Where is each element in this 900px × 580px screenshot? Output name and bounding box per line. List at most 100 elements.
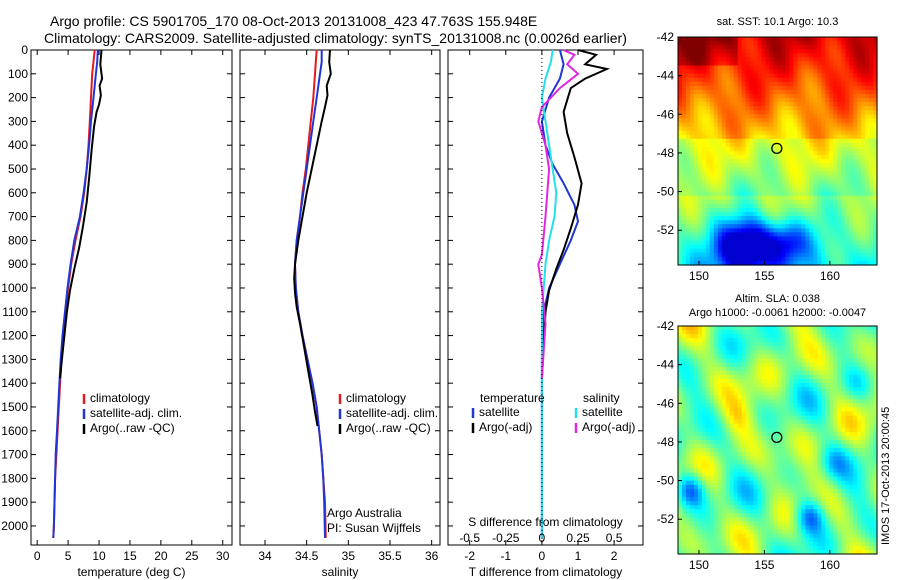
map-cell xyxy=(865,159,870,164)
map-cell xyxy=(825,65,830,71)
map-cell xyxy=(721,419,727,425)
map-cell xyxy=(825,134,830,140)
map-cell xyxy=(761,163,767,168)
map-cell xyxy=(801,224,806,229)
map-cell xyxy=(841,448,846,453)
map-cell xyxy=(833,151,838,156)
map-cell xyxy=(773,342,779,347)
map-cell xyxy=(741,366,747,372)
map-cell xyxy=(686,110,691,115)
map-cell xyxy=(753,260,759,266)
map-cell xyxy=(817,57,822,63)
map-cell xyxy=(785,399,791,404)
map-cell xyxy=(741,155,747,160)
map-cell xyxy=(717,452,723,457)
map-cell xyxy=(817,460,822,466)
map-cell xyxy=(721,224,727,229)
map-cell xyxy=(753,114,759,120)
map-cell xyxy=(721,240,727,246)
map-cell xyxy=(869,423,874,429)
map-cell xyxy=(841,232,846,238)
map-cell xyxy=(833,37,838,42)
map-cell xyxy=(689,456,695,461)
map-cell xyxy=(729,383,735,388)
map-cell xyxy=(693,358,699,364)
map-cell xyxy=(789,411,794,417)
map-cell xyxy=(801,98,806,103)
map-cell xyxy=(849,378,854,384)
map-cell xyxy=(777,122,783,128)
map-cell xyxy=(817,114,822,120)
map-cell xyxy=(805,448,810,453)
map-cell xyxy=(761,378,767,384)
map-cell xyxy=(737,69,743,75)
map-cell xyxy=(725,220,731,225)
map-cell xyxy=(701,338,707,343)
map-cell xyxy=(745,171,751,177)
map-cell xyxy=(749,248,755,254)
map-cell xyxy=(773,220,779,225)
map-cell xyxy=(701,163,707,168)
map-cell xyxy=(837,444,842,449)
map-cell xyxy=(781,468,787,474)
map-cell xyxy=(853,208,858,213)
map-cell xyxy=(745,232,751,238)
map-cell xyxy=(813,159,818,164)
map-cell xyxy=(793,146,798,152)
map-cell xyxy=(869,102,874,107)
map-cell xyxy=(861,248,866,254)
map-cell xyxy=(833,452,838,457)
map-cell xyxy=(845,256,850,262)
map-cell xyxy=(753,411,759,417)
map-cell xyxy=(709,171,715,177)
map-cell xyxy=(793,383,798,388)
map-cell xyxy=(873,146,878,152)
map-cell xyxy=(693,138,699,144)
map-cell xyxy=(709,419,715,425)
map-cell xyxy=(833,411,838,417)
map-cell xyxy=(697,118,703,124)
map-cell xyxy=(809,77,814,83)
map-cell xyxy=(705,403,711,409)
map-cell xyxy=(781,183,787,189)
map-cell xyxy=(853,464,858,470)
map-cell xyxy=(849,232,854,238)
map-cell xyxy=(773,37,779,42)
map-cell xyxy=(809,146,814,152)
map-cell xyxy=(729,419,735,425)
map-cell xyxy=(785,179,791,185)
map-cell xyxy=(781,159,787,164)
map-cell xyxy=(821,228,826,234)
map-cell xyxy=(793,468,798,474)
map-cell xyxy=(705,122,711,128)
map-cell xyxy=(741,65,747,71)
map-cell xyxy=(805,435,810,441)
map-cell xyxy=(729,407,735,413)
map-cell xyxy=(865,330,870,335)
map-cell xyxy=(817,326,822,331)
map-cell xyxy=(689,195,695,201)
map-cell xyxy=(833,362,838,368)
map-cell xyxy=(686,195,691,201)
map-cell xyxy=(725,167,731,172)
map-cell xyxy=(801,346,806,352)
map-cell xyxy=(741,387,747,392)
map-cell xyxy=(845,342,850,347)
map-cell xyxy=(813,155,818,160)
map-cell xyxy=(737,49,743,54)
map-cell xyxy=(769,224,775,229)
map-cell xyxy=(733,476,739,482)
y-tick-label: 1200 xyxy=(1,329,28,343)
map-cell xyxy=(829,85,834,91)
map-cell xyxy=(701,102,707,107)
map-cell xyxy=(801,256,806,262)
map-cell xyxy=(785,456,791,461)
map-cell xyxy=(841,106,846,111)
map-cell xyxy=(837,49,842,54)
map-cell xyxy=(729,395,735,400)
map-cell xyxy=(829,155,834,160)
map-cell xyxy=(861,350,866,356)
map-cell xyxy=(813,195,818,201)
map-cell xyxy=(773,89,779,95)
series-line xyxy=(52,49,99,538)
